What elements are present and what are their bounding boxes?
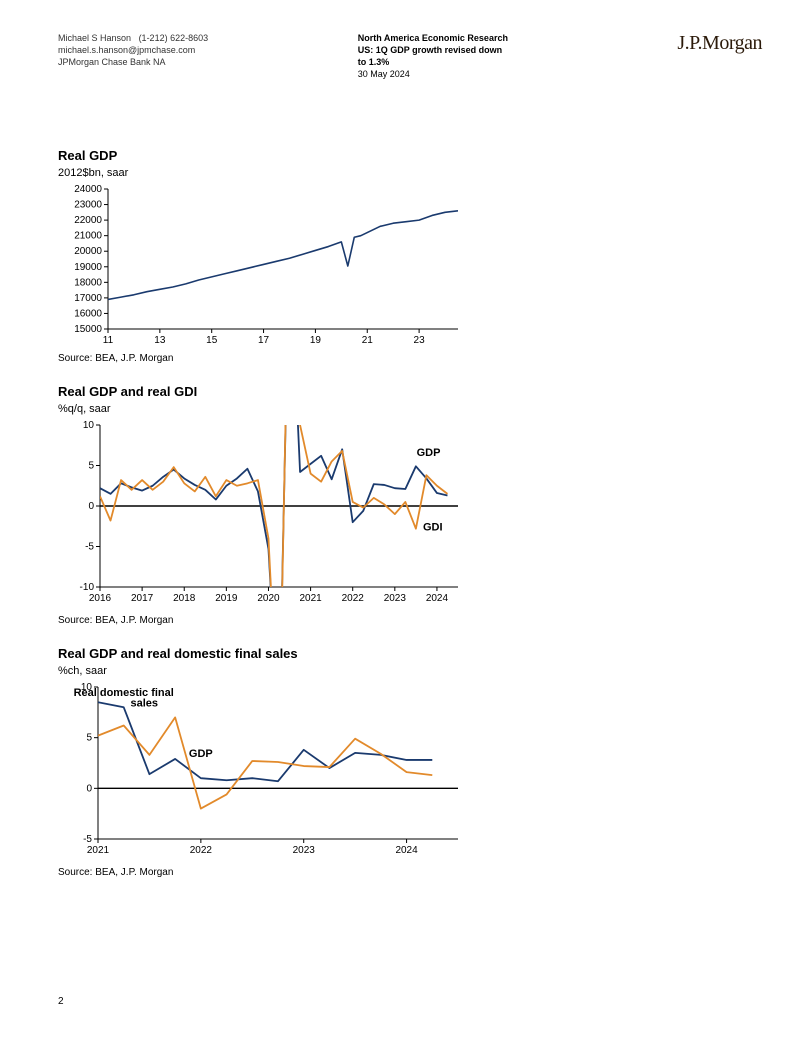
chart-real-gdp: Real GDP 2012$bn, saar 15000 16000 17000 18… (58, 148, 478, 364)
chart-canvas: -10 -5 0 5 10 2016 2017 2018 2019 2020 2021 2022 202… (58, 417, 478, 613)
svg-text:2024: 2024 (395, 845, 418, 856)
svg-text:2017: 2017 (131, 593, 154, 604)
svg-text:13: 13 (154, 335, 166, 346)
author-block: Michael S Hanson (1-212) 622-8603 michae… (58, 32, 208, 81)
svg-text:2018: 2018 (173, 593, 196, 604)
svg-text:22000: 22000 (74, 215, 102, 226)
svg-text:GDI: GDI (423, 521, 443, 533)
chart-canvas: 15000 16000 17000 18000 19000 20000 21000 22000… (58, 181, 478, 351)
svg-text:Real domestic final: Real domestic final (74, 687, 174, 699)
doc-date: 30 May 2024 (358, 68, 528, 80)
author-name: Michael S Hanson (58, 33, 131, 43)
chart-title: Real GDP and real GDI (58, 384, 478, 399)
svg-text:21000: 21000 (74, 231, 102, 242)
svg-text:0: 0 (86, 783, 92, 794)
svg-text:10: 10 (83, 420, 95, 431)
chart-source: Source: BEA, J.P. Morgan (58, 353, 478, 364)
svg-text:0: 0 (88, 501, 94, 512)
svg-text:11: 11 (103, 335, 114, 346)
svg-text:15000: 15000 (74, 324, 102, 335)
svg-text:19000: 19000 (74, 262, 102, 273)
svg-text:2023: 2023 (384, 593, 407, 604)
chart-source: Source: BEA, J.P. Morgan (58, 615, 478, 626)
chart-subtitle: %ch, saar (58, 665, 478, 677)
svg-text:-5: -5 (85, 542, 94, 553)
svg-text:2022: 2022 (342, 593, 365, 604)
svg-text:18000: 18000 (74, 277, 102, 288)
chart-source: Source: BEA, J.P. Morgan (58, 867, 478, 878)
svg-text:2016: 2016 (89, 593, 112, 604)
svg-text:17000: 17000 (74, 293, 102, 304)
svg-text:2021: 2021 (87, 845, 110, 856)
author-email: michael.s.hanson@jpmchase.com (58, 45, 195, 55)
svg-text:2019: 2019 (215, 593, 238, 604)
research-line: North America Economic Research (358, 32, 528, 44)
svg-text:23000: 23000 (74, 200, 102, 211)
chart-subtitle: 2012$bn, saar (58, 167, 478, 179)
page-number: 2 (58, 996, 64, 1007)
chart-gdp-gdi: Real GDP and real GDI %q/q, saar -10 -5 0 5… (58, 384, 478, 626)
svg-text:23: 23 (414, 335, 426, 346)
svg-text:2023: 2023 (293, 845, 316, 856)
svg-text:21: 21 (362, 335, 374, 346)
svg-text:2020: 2020 (257, 593, 280, 604)
doc-title-1: US: 1Q GDP growth revised down (358, 44, 528, 56)
chart-title: Real GDP and real domestic final sales (58, 646, 478, 661)
svg-text:2024: 2024 (426, 593, 449, 604)
page-header: Michael S Hanson (1-212) 622-8603 michae… (58, 32, 762, 81)
svg-text:17: 17 (258, 335, 270, 346)
svg-text:20000: 20000 (74, 246, 102, 257)
svg-text:-5: -5 (83, 834, 92, 845)
jpmorgan-logo: J.P.Morgan (677, 32, 762, 81)
document-title-block: North America Economic Research US: 1Q G… (358, 32, 528, 81)
svg-text:GDP: GDP (417, 447, 441, 459)
svg-text:15: 15 (206, 335, 218, 346)
doc-title-2: to 1.3% (358, 56, 528, 68)
svg-text:2021: 2021 (299, 593, 322, 604)
chart-canvas: -505102021202220232024Real domestic fina… (58, 679, 478, 865)
svg-text:2022: 2022 (190, 845, 213, 856)
chart-title: Real GDP (58, 148, 478, 163)
svg-text:5: 5 (88, 461, 94, 472)
svg-text:-10: -10 (80, 582, 95, 593)
svg-text:19: 19 (310, 335, 322, 346)
charts-column: Real GDP 2012$bn, saar 15000 16000 17000 18… (58, 148, 478, 898)
svg-text:sales: sales (131, 697, 159, 709)
chart-subtitle: %q/q, saar (58, 403, 478, 415)
author-phone: (1-212) 622-8603 (139, 33, 209, 43)
svg-text:5: 5 (86, 733, 92, 744)
svg-text:GDP: GDP (189, 748, 213, 760)
svg-text:16000: 16000 (74, 308, 102, 319)
svg-text:24000: 24000 (74, 184, 102, 195)
chart-gdp-rdfs: Real GDP and real domestic final sales %… (58, 646, 478, 878)
author-org: JPMorgan Chase Bank NA (58, 57, 166, 67)
